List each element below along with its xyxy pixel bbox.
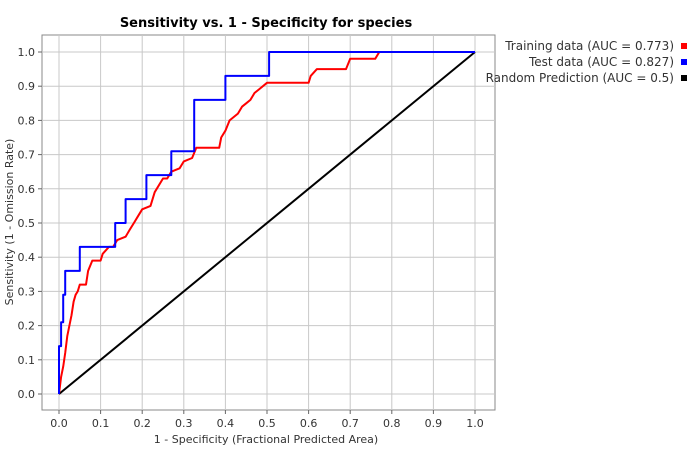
legend-swatch	[681, 59, 687, 65]
series-lines	[58, 51, 476, 395]
x-tick-label: 0.3	[175, 417, 193, 430]
series-line-2	[58, 51, 476, 395]
y-tick-label: 0.0	[18, 388, 36, 401]
x-tick-label: 0.8	[383, 417, 401, 430]
y-tick-label: 0.3	[18, 285, 36, 298]
x-tick-label: 0.2	[133, 417, 151, 430]
legend: Training data (AUC = 0.773) Test data (AU…	[486, 39, 687, 85]
y-tick-label: 0.8	[18, 114, 36, 127]
x-tick-label: 1.0	[466, 417, 484, 430]
x-tick-label: 0.7	[341, 417, 359, 430]
y-tick-label: 1.0	[18, 46, 36, 59]
y-tick-label: 0.5	[18, 217, 36, 230]
legend-entry-label: Random Prediction (AUC = 0.5)	[486, 71, 674, 85]
x-tick-label: 0.0	[50, 417, 68, 430]
x-tick-label: 0.4	[217, 417, 235, 430]
legend-swatch	[681, 43, 687, 49]
series-line-0	[58, 51, 475, 395]
x-axis-label: 1 - Specificity (Fractional Predicted Ar…	[154, 433, 378, 446]
legend-swatch	[681, 75, 687, 81]
x-tick-label: 0.6	[300, 417, 318, 430]
series-line-1	[58, 51, 475, 394]
y-tick-label: 0.7	[18, 149, 36, 162]
y-tick-label: 0.2	[18, 320, 36, 333]
x-tick-label: 0.5	[258, 417, 276, 430]
y-tick-label: 0.4	[18, 251, 36, 264]
chart-title: Sensitivity vs. 1 - Specificity for spec…	[120, 16, 413, 31]
y-tick-label: 0.6	[18, 183, 36, 196]
x-tick-label: 0.9	[425, 417, 443, 430]
y-axis-label: Sensitivity (1 - Omission Rate)	[3, 139, 16, 306]
y-tick-label: 0.1	[18, 354, 36, 367]
x-tick-label: 0.1	[92, 417, 110, 430]
legend-entry-label: Training data (AUC = 0.773)	[504, 39, 674, 53]
legend-entry-label: Test data (AUC = 0.827)	[528, 55, 674, 69]
axis-ticks: 0.0 0.1 0.2 0.3 0.4 0.5 0.6 0.7 0.8 0.9 1.0 0.0 0.1 0…	[18, 46, 484, 430]
y-tick-label: 0.9	[18, 80, 36, 93]
